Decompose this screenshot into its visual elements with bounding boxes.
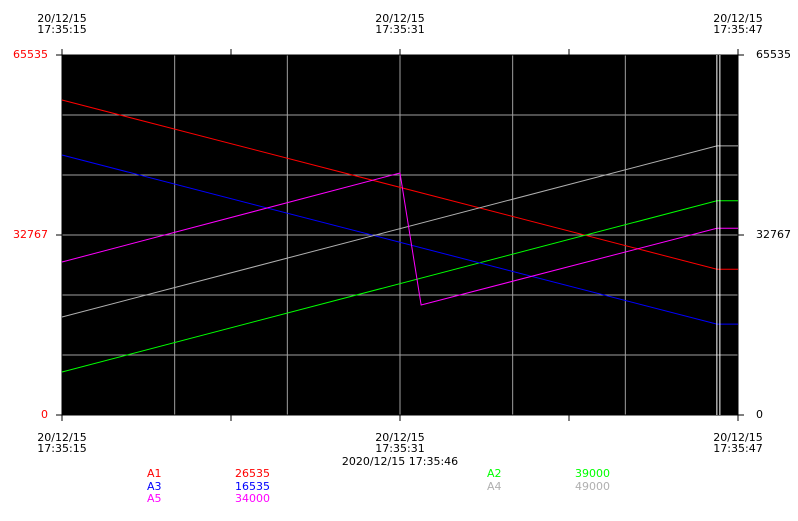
y-tick-label: 65535 [13,48,48,61]
plot-border [61,54,739,416]
legend-value: 26535 [235,467,270,480]
x-tick-label: 20/12/15 17:35:47 [713,12,763,36]
y-tick-label: 0 [41,408,48,421]
cursor-label: 2020/12/15 17:35:46 [341,455,459,468]
x-tick-label: 20/12/15 17:35:15 [37,12,87,36]
legend-name: A2 [487,467,502,480]
legend-name: A1 [147,467,162,480]
y-tick-label: 32767 [13,228,48,241]
x-tick-label: 20/12/15 17:35:31 [375,12,425,36]
legend-name: A5 [147,492,162,505]
y2-tick-label: 65535 [756,48,791,61]
x-tick-label: 20/12/15 17:35:31 [375,431,425,455]
y2-tick-label: 32767 [756,228,791,241]
legend-value: 16535 [235,479,270,493]
legend-name: A3 [147,479,162,493]
legend-value: 34000 [235,492,270,505]
series-line [61,172,738,306]
x-tick-label: 20/12/15 17:35:47 [713,431,763,455]
x-tick-label: 20/12/15 17:35:15 [37,431,87,455]
legend-value: 49000 [575,479,610,493]
y2-tick-label: 0 [756,408,763,421]
legend-value: 39000 [575,467,610,480]
legend-name: A4 [487,479,502,493]
